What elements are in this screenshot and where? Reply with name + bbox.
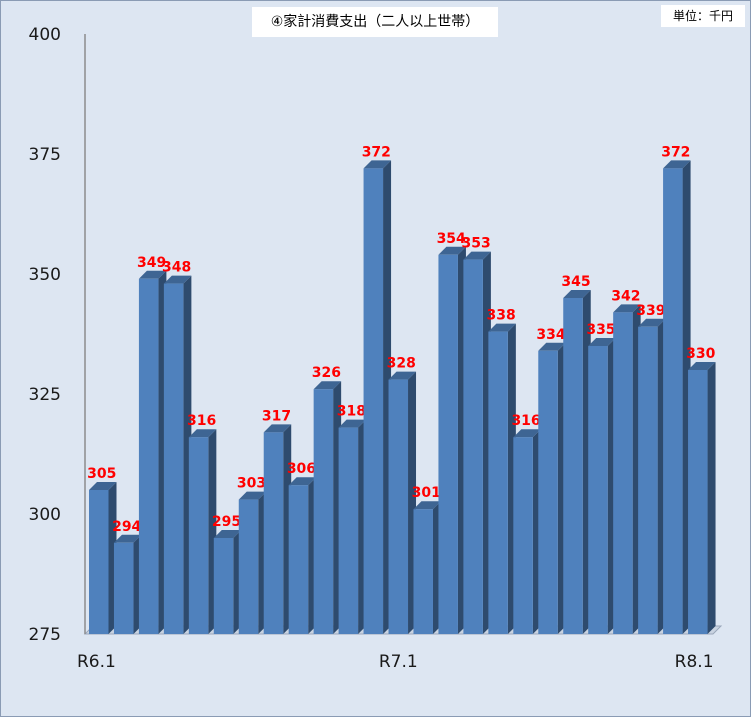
bar (163, 283, 184, 634)
chart-title: ④家計消費支出（二人以上世帯） (252, 7, 498, 37)
bar-top (613, 304, 641, 313)
data-label: 345 (561, 274, 590, 290)
bar (113, 542, 134, 634)
bar-side (707, 362, 716, 634)
data-label: 306 (287, 461, 316, 477)
data-label: 295 (212, 514, 241, 530)
data-label: 326 (312, 365, 341, 381)
bar-top (513, 429, 541, 438)
bar-top (263, 424, 292, 433)
data-label: 316 (511, 413, 540, 429)
bar-top (213, 530, 242, 538)
bar (238, 499, 259, 634)
bar (638, 326, 658, 634)
bar-top (588, 338, 616, 346)
bar (463, 259, 483, 634)
data-label: 303 (237, 476, 266, 492)
data-label: 338 (486, 308, 515, 324)
y-tick-label: 300 (29, 505, 61, 525)
data-label: 317 (262, 408, 291, 424)
bar-top (638, 318, 666, 327)
data-label: 349 (137, 255, 166, 271)
unit-label: 単位：千円 (661, 5, 745, 27)
bar-top (363, 160, 392, 169)
data-label: 330 (686, 346, 715, 362)
bar (413, 509, 433, 634)
data-label: 348 (162, 260, 191, 276)
bar (313, 389, 334, 634)
bar-top (338, 419, 367, 428)
data-label: 372 (661, 144, 690, 160)
bar (188, 437, 209, 634)
bar-top (238, 491, 267, 500)
bar (438, 254, 458, 635)
bar-top (438, 246, 466, 255)
x-tick-label: R6.1 (77, 652, 116, 672)
bar-top (188, 429, 217, 438)
bar-top (163, 275, 192, 284)
bar (538, 350, 558, 634)
bar (213, 538, 234, 634)
bar-top (89, 482, 117, 490)
y-tick-label: 275 (29, 625, 61, 645)
bar (488, 331, 508, 634)
bar (138, 278, 159, 634)
x-tick-label: R7.1 (379, 652, 418, 672)
data-label: 335 (586, 322, 615, 338)
data-label: 334 (536, 327, 565, 343)
data-label: 301 (412, 485, 441, 501)
bar (663, 168, 683, 634)
bar-top (488, 323, 516, 332)
bar (563, 298, 583, 634)
bar-top (538, 342, 566, 351)
bar (513, 437, 533, 634)
data-label: 316 (187, 413, 216, 429)
bar-top (388, 371, 417, 380)
data-label: 318 (337, 404, 366, 420)
data-label: 354 (437, 231, 466, 247)
bar (338, 427, 359, 634)
y-tick-label: 325 (29, 385, 61, 405)
bar-top (413, 501, 441, 510)
data-label: 353 (462, 236, 491, 252)
bar-top (138, 270, 167, 279)
bar-top (113, 534, 142, 543)
bar-top (563, 290, 591, 298)
bar-top (663, 160, 691, 169)
data-label: 372 (362, 144, 391, 160)
bar (613, 312, 633, 634)
bar-top (463, 251, 491, 260)
bar (688, 370, 708, 634)
bar (288, 485, 309, 634)
bar-top (288, 477, 317, 486)
x-tick-label: R8.1 (675, 652, 714, 672)
bar (263, 432, 284, 634)
bar (89, 490, 109, 634)
bar (363, 168, 384, 634)
bar-top (688, 362, 716, 370)
bar (588, 346, 608, 634)
y-tick-label: 400 (29, 25, 61, 45)
y-tick-label: 350 (29, 265, 61, 285)
bar-top (313, 381, 342, 390)
data-label: 294 (112, 519, 141, 535)
y-tick-label: 375 (29, 145, 61, 165)
data-label: 305 (87, 466, 116, 482)
bar (388, 379, 409, 634)
data-label: 328 (387, 356, 416, 372)
data-label: 342 (611, 288, 640, 304)
data-label: 339 (636, 303, 665, 319)
